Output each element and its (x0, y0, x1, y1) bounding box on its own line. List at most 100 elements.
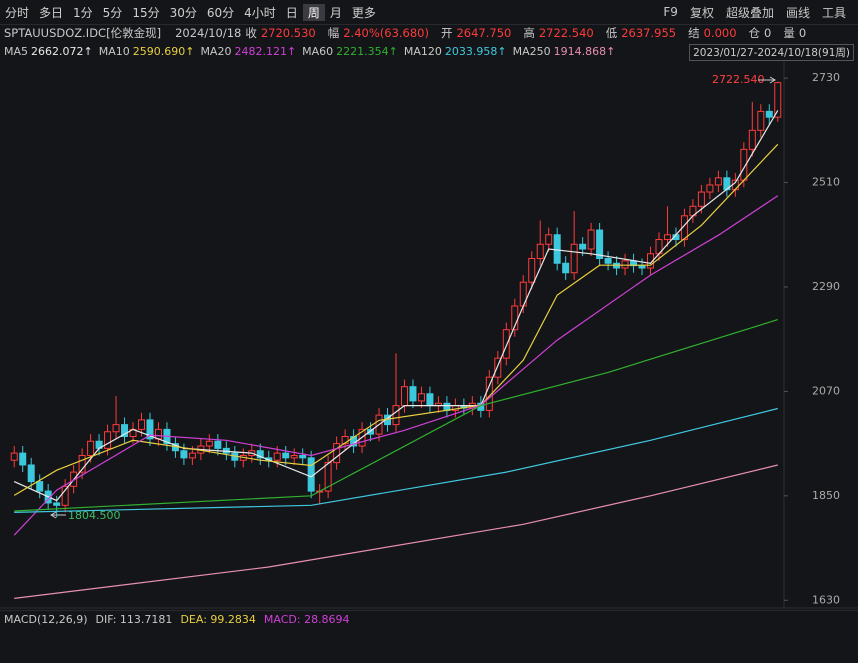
period-tab[interactable]: 多日 (39, 5, 64, 20)
period-tab[interactable]: 5分 (102, 5, 123, 20)
date-range: 2023/01/27-2024/10/18(91周) (689, 44, 854, 61)
settle: 0.000 (703, 26, 737, 40)
candle-body (502, 329, 510, 359)
label: 开 (440, 26, 453, 40)
ma-name: MA5 (4, 44, 29, 58)
period-tab[interactable]: 4小时 (244, 5, 276, 20)
candle-body (706, 184, 714, 193)
volume: 0 (798, 26, 807, 40)
candle-body (324, 462, 332, 492)
candle-body (61, 485, 69, 506)
candle-body (214, 440, 222, 449)
change: 2.40%(63.680) (343, 26, 429, 40)
candle-body (299, 454, 307, 459)
candle-body (180, 450, 188, 459)
candle-body (78, 454, 86, 473)
macd-value: MACD: 28.8694 (263, 612, 350, 626)
candle-body (256, 450, 264, 459)
symbol: SPTAUUSDOZ.IDC[伦敦金现] (4, 26, 162, 40)
candle-body (545, 234, 553, 245)
max-annotation: 2722.540 (712, 73, 765, 86)
candle-body (53, 502, 61, 506)
y-tick-label: 1630 (812, 593, 840, 606)
y-tick-label: 2290 (812, 280, 840, 293)
high: 2722.540 (538, 26, 594, 40)
candle-body (400, 386, 408, 407)
candle-body (647, 253, 655, 269)
candle-body (748, 129, 756, 150)
candle-body (137, 419, 145, 430)
candle-body (426, 393, 434, 407)
candle-body (104, 431, 112, 449)
ma-line (13, 195, 779, 536)
period-tab[interactable]: 60分 (206, 5, 235, 20)
period-tab[interactable]: 分时 (5, 5, 30, 20)
y-tick-label: 1850 (812, 489, 840, 502)
ma-legend: MA5 2662.072↑ MA10 2590.690↑ MA20 2482.121↑ MA… (0, 42, 858, 60)
tool-button[interactable]: 超级叠加 (725, 5, 774, 20)
low: 2637.955 (621, 26, 677, 40)
candle-body (188, 452, 196, 459)
label: 量 (783, 26, 795, 40)
candle-body (621, 260, 629, 269)
candle-body (604, 258, 612, 264)
quote-info: SPTAUUSDOZ.IDC[伦敦金现] 2024/10/18 收 2720.53… (0, 24, 858, 42)
candle-body (154, 428, 162, 440)
candle-body (121, 424, 129, 437)
candle-body (562, 262, 570, 274)
label: 仓 (748, 26, 761, 40)
period-tab[interactable]: 月 (329, 5, 342, 20)
candle-body (680, 215, 688, 241)
dea: DEA: 99.2834 (180, 612, 256, 626)
label: 收 (245, 26, 257, 40)
ma-line (14, 407, 778, 513)
candle-body (36, 481, 44, 492)
ma-value: 1914.868↑ (553, 44, 616, 58)
candle-body (19, 452, 27, 466)
ma-name: MA120 (403, 44, 442, 58)
period-tab[interactable]: 周 (302, 3, 325, 21)
label: 低 (605, 26, 618, 40)
min-annotation: 1804.500 (68, 509, 121, 522)
candle-body (587, 229, 595, 250)
tool-button[interactable]: 复权 (689, 5, 714, 20)
min-arrow-head (50, 511, 57, 519)
candle-body (10, 452, 18, 461)
position: 0 (764, 26, 772, 40)
candle-body (392, 405, 400, 426)
date: 2024/10/18 (175, 26, 242, 40)
ma-line (14, 319, 778, 512)
candle-body (87, 440, 95, 456)
macd-title: MACD(12,26,9) (4, 612, 88, 626)
candle-body (494, 357, 502, 378)
candle-body (596, 229, 604, 260)
candle-body (290, 454, 298, 459)
candle-body (638, 265, 646, 269)
candle-body (553, 234, 561, 264)
candle-body (697, 191, 705, 207)
tool-button[interactable]: F9 (663, 5, 678, 19)
candle-body (443, 402, 451, 411)
period-tab[interactable]: 15分 (132, 5, 160, 20)
ma-value: 2033.958↑ (444, 44, 507, 58)
candle-body (282, 452, 290, 459)
period-tab[interactable]: 更多 (351, 5, 376, 20)
candle-body (765, 110, 773, 118)
period-tabs: 分时 多日 1分 5分 15分 30分 60分 4小时日周月更多 (0, 0, 858, 25)
candle-body (757, 110, 765, 131)
period-tab[interactable]: 30分 (169, 5, 197, 20)
ma-name: MA60 (302, 44, 334, 58)
tool-button[interactable]: 工具 (821, 5, 846, 20)
candle-body (570, 243, 578, 274)
macd-header: MACD(12,26,9) DIF: 113.7181 DEA: 99.2834… (0, 610, 858, 627)
tool-button[interactable]: 画线 (785, 5, 810, 20)
period-tab[interactable]: 1分 (73, 5, 93, 20)
candle-body (714, 177, 722, 186)
candle-body (579, 243, 587, 250)
max-arrow-head (769, 76, 776, 84)
tool-menu: F9 复权 超级叠加 画线 工具 (657, 0, 852, 24)
label: 结 (688, 26, 700, 40)
period-tab[interactable]: 日 (285, 5, 298, 20)
candle-body (367, 428, 375, 435)
